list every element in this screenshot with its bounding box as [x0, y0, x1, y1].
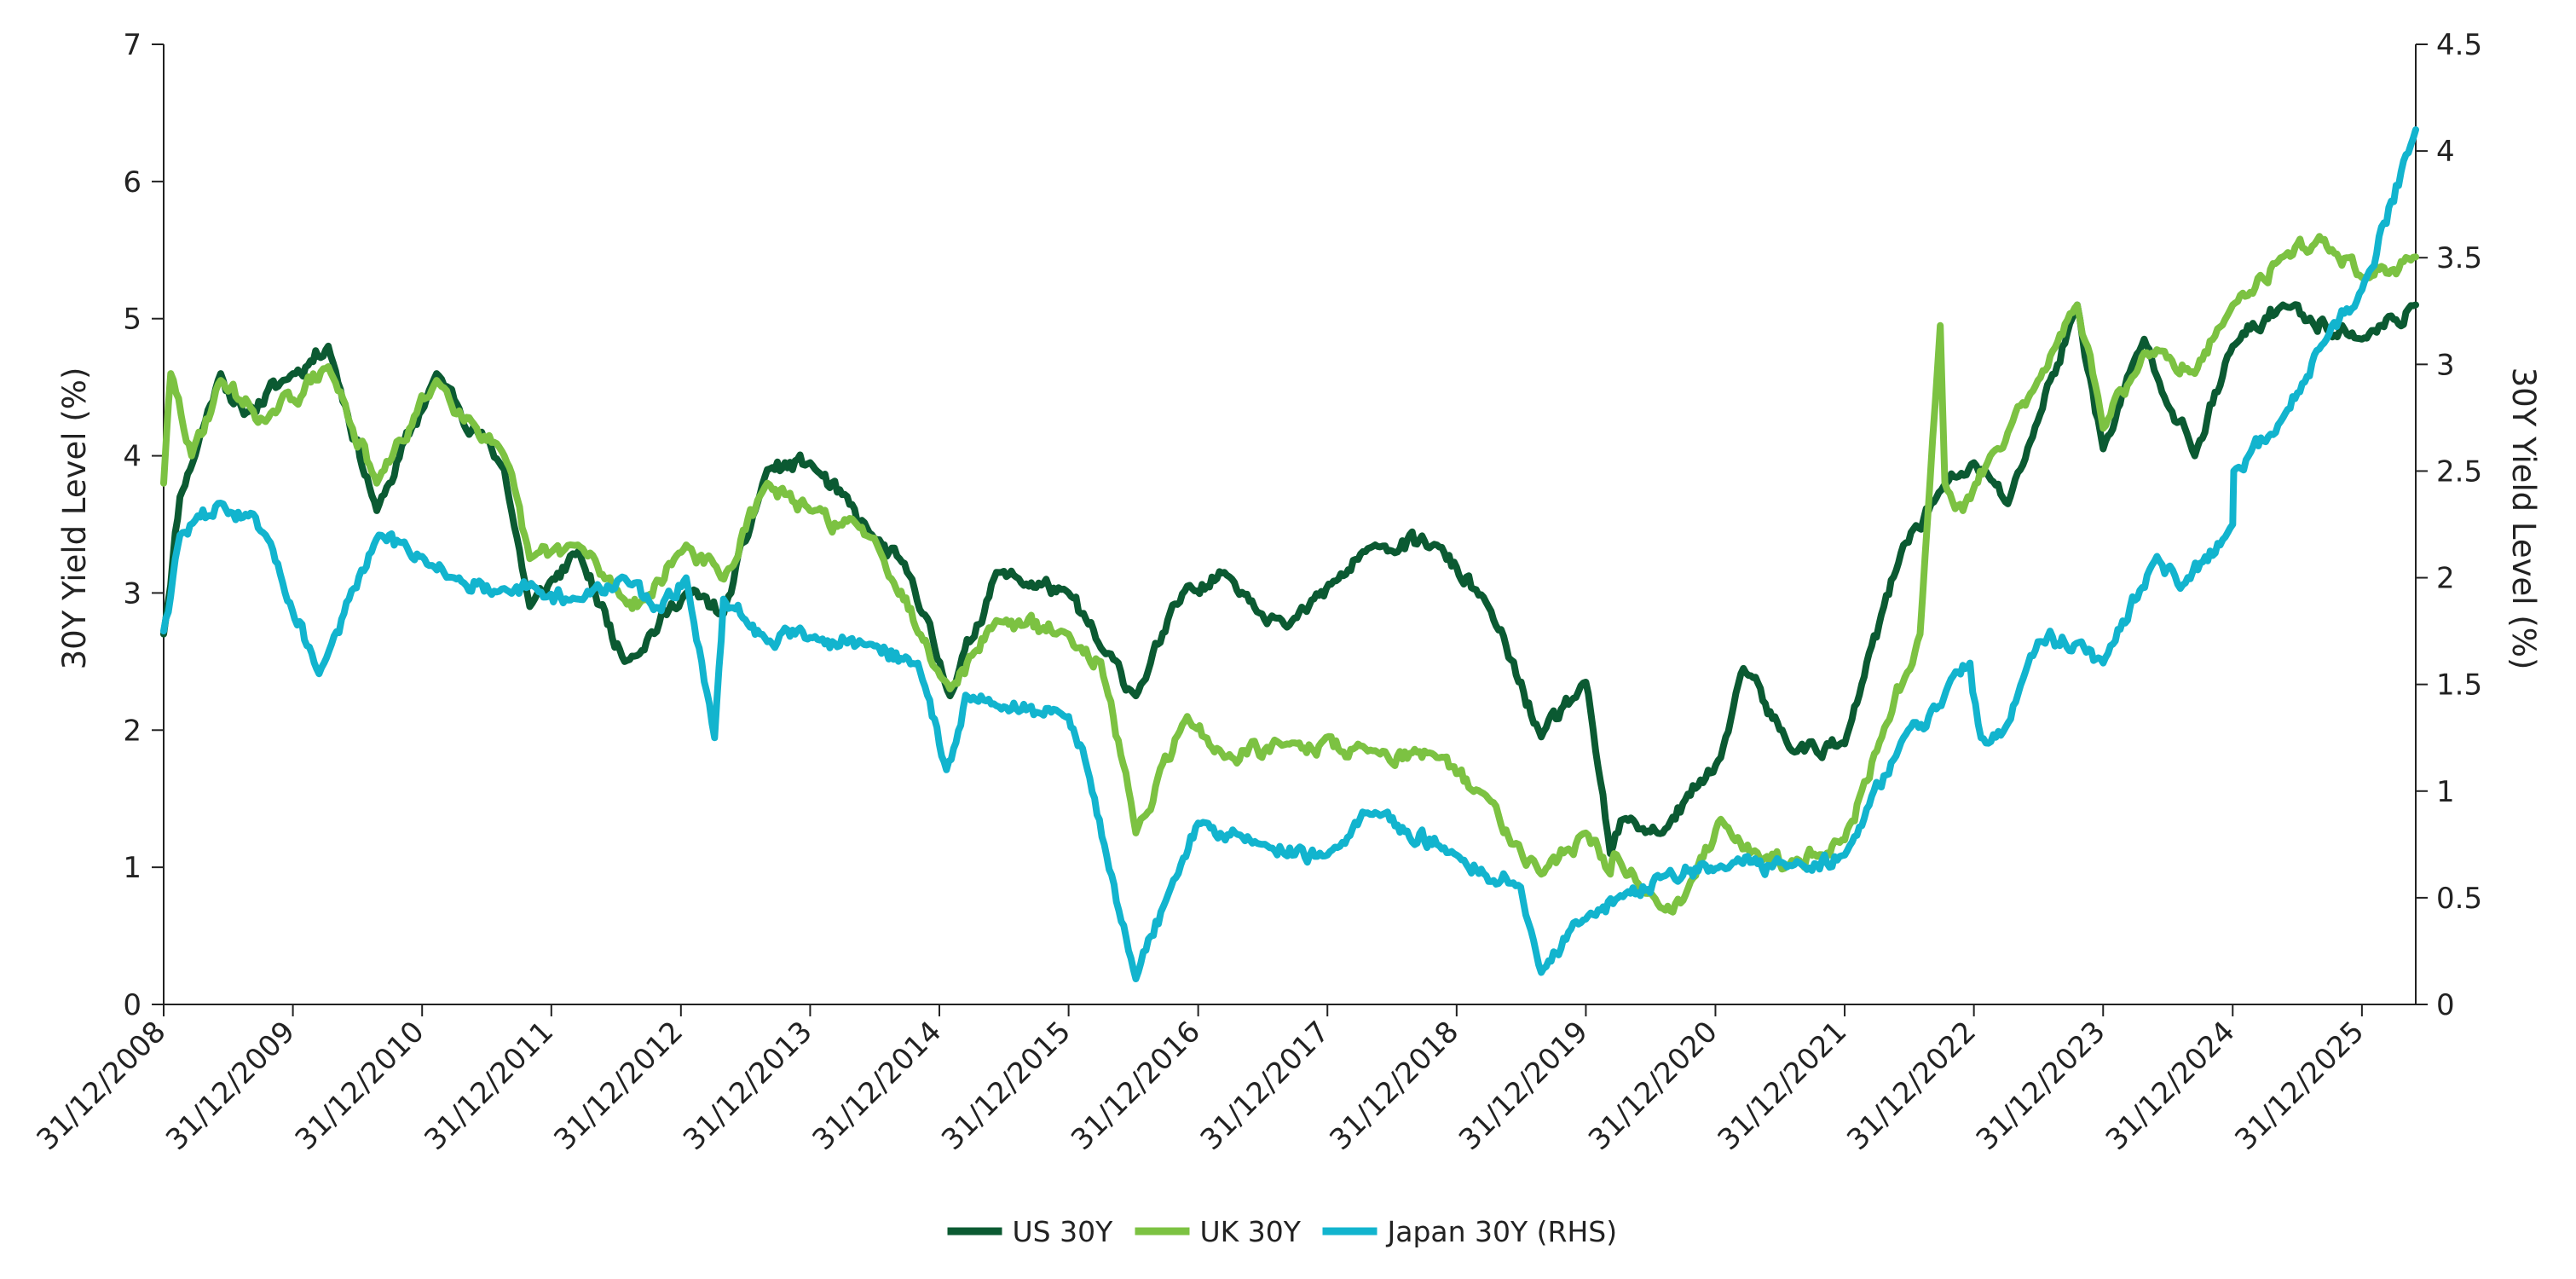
legend-item: UK 30Y — [1135, 1215, 1302, 1248]
x-tick-label: 31/12/2023 — [1970, 1015, 2112, 1157]
y-right-tick-label: 1 — [2436, 775, 2455, 809]
x-tick-label: 31/12/2019 — [1453, 1015, 1595, 1157]
y-right-tick-label: 3.5 — [2436, 241, 2482, 275]
x-tick-label: 31/12/2025 — [2228, 1015, 2371, 1157]
y-left-tick-label: 2 — [123, 714, 142, 748]
y-axis-right-label: 30Y Yield Level (%) — [2505, 367, 2542, 670]
axes: 0123456700.511.522.533.544.531/12/200831… — [31, 28, 2483, 1157]
y-left-tick-label: 4 — [123, 440, 142, 474]
x-tick-label: 31/12/2017 — [1194, 1015, 1337, 1157]
x-tick-label: 31/12/2010 — [289, 1015, 431, 1157]
y-right-tick-label: 4 — [2436, 135, 2455, 169]
x-tick-label: 31/12/2024 — [2099, 1015, 2242, 1157]
legend-label: US 30Y — [1013, 1215, 1114, 1248]
y-right-tick-label: 1.5 — [2436, 668, 2482, 703]
legend-item: US 30Y — [947, 1215, 1114, 1248]
x-tick-label: 31/12/2011 — [418, 1015, 560, 1157]
y-right-tick-label: 2.5 — [2436, 454, 2482, 489]
y-axis-left-label: 30Y Yield Level (%) — [56, 367, 93, 670]
x-tick-label: 31/12/2009 — [159, 1015, 302, 1157]
y-axis-left-title: 30Y Yield Level (%) — [56, 367, 93, 670]
x-tick-label: 31/12/2012 — [547, 1015, 690, 1157]
x-tick-label: 31/12/2020 — [1582, 1015, 1724, 1157]
x-tick-label: 31/12/2022 — [1840, 1015, 1983, 1157]
series-lines — [160, 126, 2419, 982]
y-left-tick-label: 5 — [123, 303, 142, 337]
y-right-tick-label: 2 — [2436, 562, 2455, 596]
legend-item: Japan 30Y (RHS) — [1322, 1215, 1618, 1248]
y-right-tick-label: 4.5 — [2436, 28, 2482, 62]
series-line-1 — [160, 301, 2419, 858]
y-right-tick-label: 3 — [2436, 348, 2455, 382]
x-tick-label: 31/12/2018 — [1323, 1015, 1465, 1157]
legend: US 30Y UK 30Y Japan 30Y (RHS) — [947, 1215, 1618, 1248]
x-tick-label: 31/12/2015 — [935, 1015, 1077, 1157]
x-tick-label: 31/12/2013 — [677, 1015, 819, 1157]
y-left-tick-label: 1 — [123, 851, 142, 885]
x-tick-label: 31/12/2014 — [806, 1015, 949, 1157]
x-tick-label: 31/12/2016 — [1065, 1015, 1207, 1157]
y-axis-right-title: 30Y Yield Level (%) — [2505, 367, 2542, 670]
y-left-tick-label: 7 — [123, 28, 142, 62]
legend-label: UK 30Y — [1200, 1215, 1302, 1248]
y-left-tick-label: 6 — [123, 165, 142, 200]
series-line-3 — [160, 126, 2419, 982]
x-tick-label: 31/12/2008 — [31, 1015, 173, 1157]
series-line-2 — [160, 233, 2419, 916]
y-right-tick-label: 0 — [2436, 988, 2455, 1022]
legend-label: Japan 30Y (RHS) — [1386, 1215, 1618, 1248]
y-left-tick-label: 0 — [123, 988, 142, 1022]
x-tick-label: 31/12/2021 — [1712, 1015, 1854, 1157]
y-right-tick-label: 0.5 — [2436, 882, 2482, 916]
y-left-tick-label: 3 — [123, 576, 142, 611]
